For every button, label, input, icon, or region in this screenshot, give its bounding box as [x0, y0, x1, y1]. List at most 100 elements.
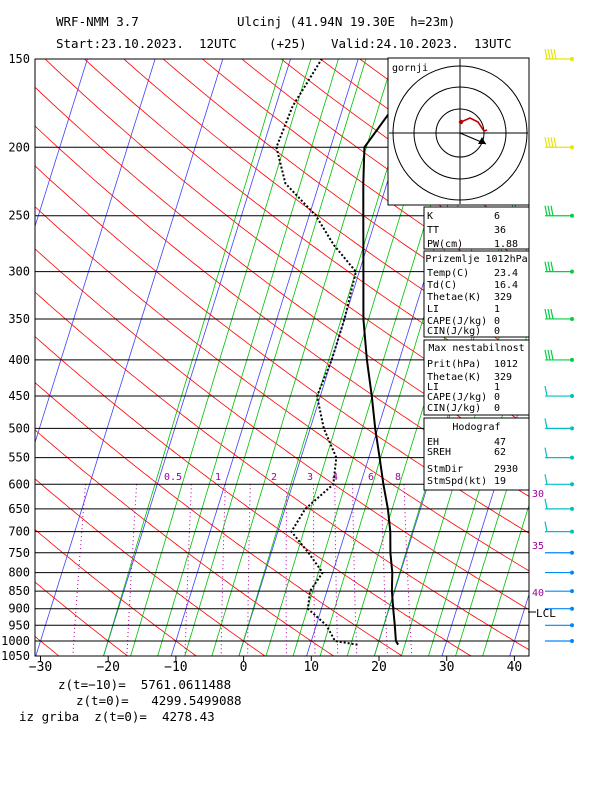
index-row-label: Td(C) [427, 280, 457, 291]
wind-barb-dot [570, 145, 574, 150]
y-tick-label: 800 [8, 566, 30, 580]
wind-barb-dot [570, 357, 574, 362]
x-tick-label: 0 [240, 660, 248, 675]
index-box-title: Max nestabilnost [428, 343, 524, 354]
index-row-label: StmDir [427, 464, 463, 475]
index-row-value: 62 [494, 447, 506, 458]
wind-barb-dot [570, 57, 574, 61]
x-tick-label: 30 [439, 660, 455, 675]
index-box-title: Hodograf [452, 422, 500, 433]
wind-barb-flag [544, 521, 548, 532]
index-row-value: 1.88 [494, 239, 518, 250]
y-tick-label: 1050 [1, 649, 30, 663]
isotherm-line [577, 59, 600, 656]
temperature-profile [362, 59, 443, 646]
wind-barb-dot [570, 550, 574, 555]
y-tick-label: 850 [8, 584, 30, 598]
station-label: Ulcinj (41.94N 19.30E h=23m) [237, 14, 456, 29]
wind-barb-flag [544, 48, 548, 60]
footer-line-3: iz griba z(t=0)= 4278.43 [19, 709, 215, 724]
index-row-label: K [427, 211, 433, 222]
wind-barb-flag [550, 205, 554, 216]
wind-barb-dot [570, 529, 574, 534]
wind-barb-flag [550, 137, 554, 148]
y-tick-label: 300 [8, 265, 30, 279]
storm-motion-arrowhead [478, 137, 486, 144]
mixing-ratio-line [352, 484, 358, 656]
mixing-ratio-label: 3 [307, 472, 313, 483]
wind-barb-dot [570, 623, 574, 628]
moist-adiabat-line [130, 59, 312, 656]
index-row-label: Temp(C) [427, 268, 469, 279]
wind-barb-flag [544, 349, 548, 361]
wind-barb-flag [544, 308, 548, 320]
index-row-label: SREH [427, 447, 451, 458]
index-box [423, 206, 530, 250]
y-tick-label: 150 [8, 52, 30, 66]
wind-barb-flag [550, 261, 554, 272]
hodograph-start-dot [458, 119, 464, 125]
index-row-value: 16.4 [494, 280, 518, 291]
footer-line-1: z(t=−10)= 5761.0611488 [58, 677, 232, 692]
x-tick-label: 10 [303, 660, 319, 675]
isotherm-line [441, 376, 529, 656]
index-row-label: CAPE(J/kg) [427, 392, 487, 403]
index-row-label: Thetae(K) [427, 292, 481, 303]
lcl-label: LCL [536, 607, 556, 620]
start-label: Start:23.10.2023. 12UTC [56, 36, 237, 51]
y-tick-label: 350 [8, 312, 30, 326]
isotherm-line [103, 59, 291, 656]
wind-barb-dot [570, 316, 574, 321]
isotherm-line [35, 59, 224, 656]
index-row-value: 47 [494, 437, 506, 448]
mixing-ratio-label: 2 [271, 472, 277, 483]
index-row-value: 23.4 [494, 268, 518, 279]
wind-barb-flag [547, 137, 551, 148]
y-tick-label: 650 [8, 502, 30, 516]
wind-barb-flag [547, 308, 551, 320]
index-row-value: 1012 [494, 359, 518, 370]
y-tick-label: 1000 [1, 634, 30, 648]
index-row-label: CAPE(J/kg) [427, 316, 487, 327]
wind-barb-flag [547, 48, 551, 60]
wind-barb-flag [544, 418, 548, 429]
y-tick-label: 600 [8, 477, 30, 491]
wind-barb-flag [544, 205, 548, 216]
wind-barb-flag [544, 385, 548, 397]
x-tick-label: −20 [96, 660, 119, 675]
index-row-label: Prit(hPa) [427, 359, 481, 370]
index-row-label: TT [427, 225, 439, 236]
index-row-label: PW(cm) [427, 239, 463, 250]
dry-adiabat-line [35, 478, 266, 656]
wind-barb-flag [547, 205, 551, 216]
y-tick-label: 550 [8, 451, 30, 465]
wind-barb-flag [550, 308, 554, 320]
index-row-value: 0 [494, 316, 500, 327]
index-row-value: 6 [494, 211, 500, 222]
index-row-value: 0 [494, 326, 500, 337]
y-tick-label: 250 [8, 209, 30, 223]
moist-adiabat-line [157, 59, 339, 656]
x-tick-label: −30 [29, 660, 52, 675]
index-row-value: 19 [494, 476, 506, 487]
mixing-ratio-line [220, 484, 226, 656]
mixing-ratio-line [313, 484, 316, 656]
wind-barb-flag [547, 261, 551, 272]
mixing-ratio-line [285, 484, 288, 656]
index-row-value: 0 [494, 403, 500, 414]
wind-speed-label: 40 [532, 588, 544, 599]
wind-barb-dot [570, 606, 574, 611]
wind-barb-flag [550, 48, 554, 60]
hodograph-trace [460, 117, 488, 132]
index-row-value: 2930 [494, 464, 518, 475]
dry-adiabat-line [162, 59, 529, 328]
index-box [423, 250, 530, 338]
mixing-ratio-line [403, 484, 413, 656]
wind-barb-flag [544, 137, 548, 148]
index-row-label: EH [427, 437, 439, 448]
wind-barb-flag [553, 48, 557, 60]
index-row-value: 0 [494, 392, 500, 403]
footer-line-2: z(t=0)= 4299.5499088 [76, 693, 242, 708]
valid-label: Valid:24.10.2023. 13UTC [331, 36, 512, 51]
index-row-value: 1 [494, 382, 500, 393]
